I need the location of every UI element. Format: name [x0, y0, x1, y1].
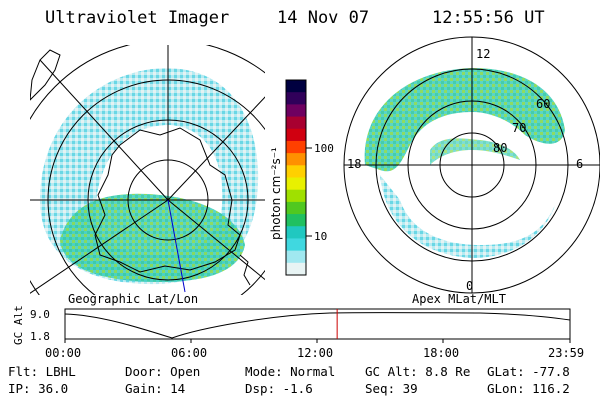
- geographic-map: [30, 45, 265, 295]
- left-panel-label: Geographic Lat/Lon: [68, 292, 198, 306]
- info-dsp: Dsp: -1.6: [245, 381, 313, 396]
- colorbar-band: [286, 128, 306, 142]
- right-panel-label: Apex MLat/MLT: [412, 292, 506, 306]
- timeline-ytick-bottom: 1.8: [30, 330, 50, 343]
- gc-alt-curve: [64, 312, 571, 339]
- mlat-mlt-plot: 12 18 6 0 60 70 80: [343, 36, 600, 294]
- mlt-label-0: 0: [466, 279, 473, 293]
- south-america-outline: [30, 49, 61, 101]
- mlt-label-6: 6: [576, 157, 583, 171]
- colorbar-band: [286, 214, 306, 227]
- info-mode: Mode: Normal: [245, 364, 336, 379]
- info-ip: IP: 36.0: [8, 381, 69, 396]
- mlt-label-12: 12: [476, 47, 490, 61]
- colorbar: [286, 80, 306, 276]
- timeline-tick-1800: 18:00: [423, 346, 459, 360]
- colorbar-band: [286, 104, 306, 118]
- colorbar-band: [286, 153, 306, 166]
- colorbar-band: [286, 189, 306, 203]
- mlat-label-60: 60: [536, 97, 550, 111]
- colorbar-band: [286, 177, 306, 191]
- sun-meridian-line: [167, 199, 186, 293]
- timeline-tick-1200: 12:00: [297, 346, 333, 360]
- colorbar-band: [286, 140, 306, 154]
- colorbar-band: [286, 116, 306, 130]
- colorbar-band: [286, 80, 306, 93]
- auroral-oval-geo-bright: [60, 193, 245, 282]
- colorbar-band: [286, 201, 306, 215]
- altitude-timeline: [64, 308, 571, 343]
- colorbar-band: [286, 238, 306, 252]
- timeline-ylabel: GC Alt: [12, 305, 25, 345]
- instrument-title: Ultraviolet Imager: [45, 8, 230, 28]
- info-gc-alt: GC Alt: 8.8 Re: [365, 364, 471, 379]
- colorbar-tick-100: 100: [314, 142, 334, 155]
- info-seq: Seq: 39: [365, 381, 418, 396]
- info-gain: Gain: 14: [125, 381, 186, 396]
- info-filter: Flt: LBHL: [8, 364, 76, 379]
- colorbar-frame: [285, 79, 307, 276]
- mlt-label-18: 18: [347, 157, 361, 171]
- colorbar-band: [286, 226, 306, 239]
- colorbar-unit-label: photon cm⁻²s⁻¹: [269, 147, 283, 240]
- colorbar-band: [286, 262, 306, 276]
- timeline-tick-2359: 23:59: [548, 346, 584, 360]
- time-label: 12:55:56 UT: [432, 8, 545, 28]
- colorbar-band: [286, 92, 306, 105]
- info-glat: GLat: -77.8: [487, 364, 570, 379]
- timeline-ytick-top: 9.0: [30, 308, 50, 321]
- mlat-label-70: 70: [512, 121, 526, 135]
- date-label: 14 Nov 07: [277, 8, 370, 28]
- timeline-tick-0600: 06:00: [171, 346, 207, 360]
- colorbar-tick-10: 10: [314, 230, 327, 243]
- auroral-oval-mag: [364, 68, 565, 172]
- info-glon: GLon: 116.2: [487, 381, 570, 396]
- timeline-tick-0000: 00:00: [45, 346, 81, 360]
- colorbar-band: [286, 165, 306, 178]
- auroral-oval-mag-dim: [380, 175, 555, 258]
- colorbar-band: [286, 250, 306, 264]
- info-door: Door: Open: [125, 364, 201, 379]
- continent-outline: [94, 127, 241, 273]
- mlat-label-80: 80: [493, 141, 507, 155]
- coast-outline-right: [239, 254, 251, 286]
